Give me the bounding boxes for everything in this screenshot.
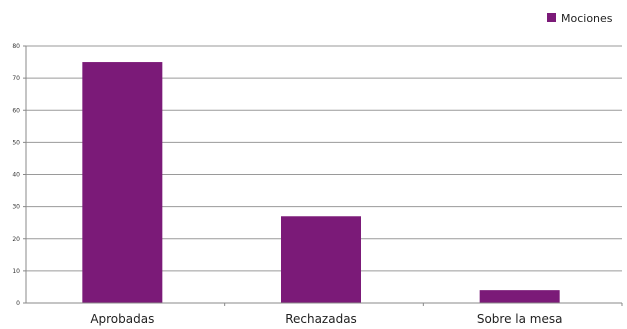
y-tick-label: 50	[12, 139, 20, 146]
x-axis-labels: Aprobadas Rechazadas Sobre la mesa	[90, 303, 623, 326]
legend: Mociones	[547, 12, 613, 25]
y-tick-label: 60	[12, 107, 20, 114]
y-tick-label: 40	[12, 172, 20, 179]
y-tick-label: 70	[12, 75, 20, 82]
y-tick-label: 0	[16, 300, 20, 307]
legend-label: Mociones	[561, 12, 613, 25]
bar-aprobadas	[82, 62, 163, 303]
y-tick-label: 20	[12, 236, 20, 243]
x-category-label: Sobre la mesa	[477, 312, 563, 326]
bar-sobre-la-mesa	[479, 290, 560, 303]
x-category-label: Aprobadas	[90, 312, 154, 326]
y-axis-ticks: 0 10 20 30 40 50 60 70 80	[12, 43, 26, 307]
axes	[25, 46, 622, 304]
x-category-label: Rechazadas	[285, 312, 357, 326]
bar-rechazadas	[281, 216, 361, 303]
y-tick-label: 80	[12, 43, 20, 50]
y-tick-label: 30	[12, 204, 20, 211]
y-tick-label: 10	[12, 268, 20, 275]
bars	[82, 62, 560, 303]
legend-swatch	[547, 13, 556, 22]
